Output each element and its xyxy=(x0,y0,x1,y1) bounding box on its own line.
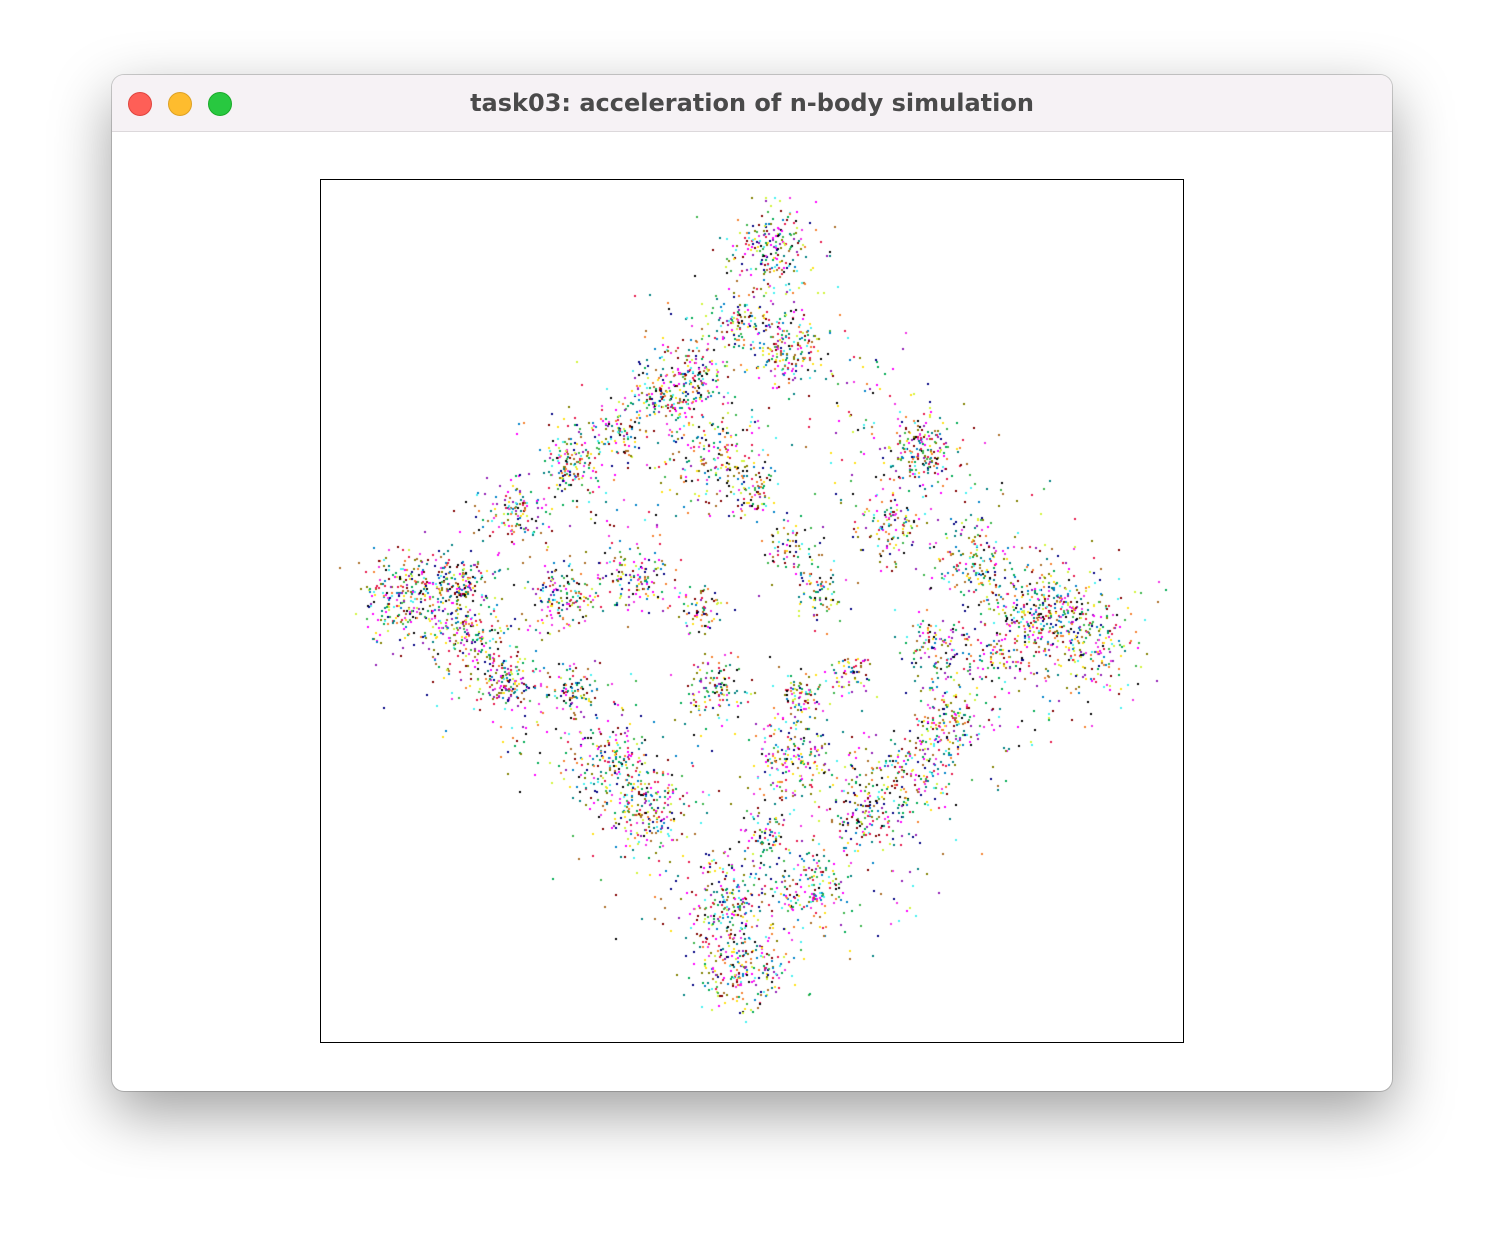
window-title: task03: acceleration of n-body simulatio… xyxy=(470,89,1034,117)
zoom-button[interactable] xyxy=(208,92,232,116)
n-body-simulation-canvas xyxy=(321,180,1183,1042)
close-button[interactable] xyxy=(128,92,152,116)
simulation-canvas-frame xyxy=(320,179,1184,1043)
app-window: task03: acceleration of n-body simulatio… xyxy=(112,75,1392,1091)
title-bar[interactable]: task03: acceleration of n-body simulatio… xyxy=(112,75,1392,132)
minimize-button[interactable] xyxy=(168,92,192,116)
